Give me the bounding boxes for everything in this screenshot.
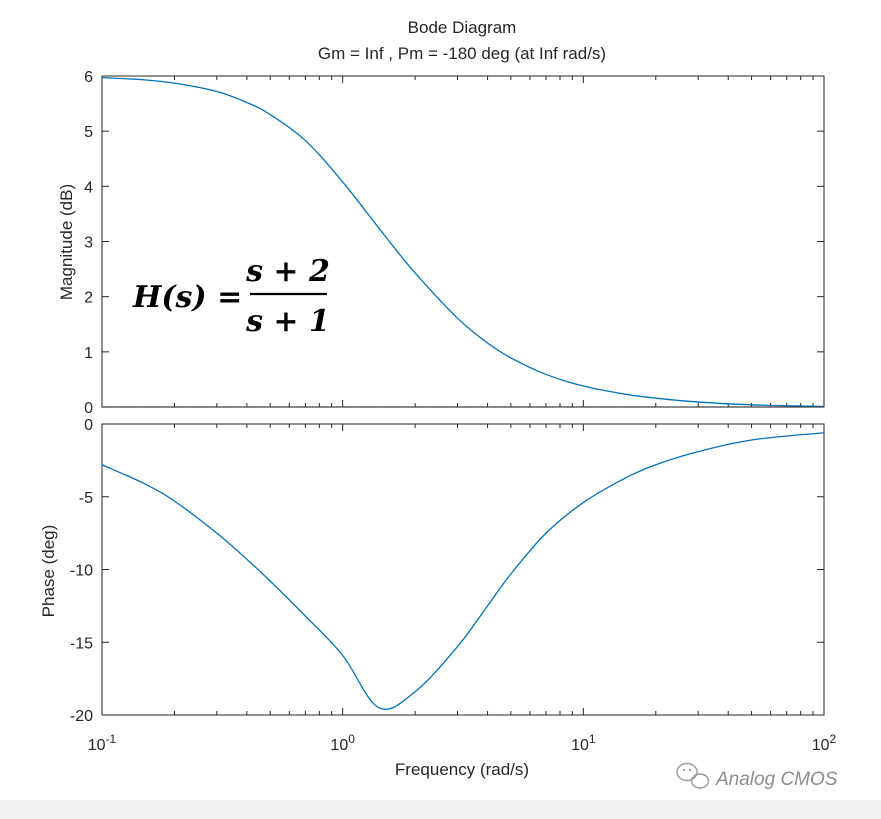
x-tick-label: 100	[330, 732, 355, 754]
phase-ticks	[101, 423, 825, 716]
magnitude-curve	[101, 77, 825, 408]
x-axis-label: Frequency (rad/s)	[395, 760, 529, 779]
y-tick-label: 3	[84, 235, 93, 252]
magnitude-ticks	[101, 75, 825, 408]
x-tick-label: 102	[812, 732, 837, 754]
magnitude-panel: 0 1 2 3 4 5 6	[84, 69, 825, 417]
y-tick-label: -10	[70, 563, 93, 580]
magnitude-ylabel: Magnitude (dB)	[57, 184, 76, 300]
phase-axes-box	[101, 423, 825, 716]
wechat-logo	[676, 762, 710, 789]
formula-lhs: H(s) =	[132, 280, 242, 315]
x-tick-labels: 10-1 100 101 102	[88, 732, 837, 754]
y-tick-label: 6	[84, 69, 93, 86]
phase-tick-labels: -20 -15 -10 -5 0	[70, 417, 93, 725]
y-tick-label: 0	[84, 417, 93, 434]
x-tick-label: 10-1	[88, 732, 117, 754]
y-tick-label: 2	[84, 290, 93, 307]
chart-title: Bode Diagram	[408, 18, 517, 37]
formula-denominator: s + 1	[245, 304, 330, 339]
transfer-function-formula: H(s) = s + 2 s + 1	[132, 254, 330, 339]
phase-panel: -20 -15 -10 -5 0	[70, 417, 825, 725]
y-tick-label: -5	[79, 490, 93, 507]
watermark-text: Analog CMOS	[715, 769, 838, 790]
y-tick-label: -20	[70, 708, 93, 725]
formula-numerator: s + 2	[245, 254, 330, 289]
chart-subtitle: Gm = Inf , Pm = -180 deg (at Inf rad/s)	[318, 44, 606, 63]
phase-curve	[101, 432, 825, 710]
magnitude-tick-labels: 0 1 2 3 4 5 6	[84, 69, 93, 417]
magnitude-axes-box	[101, 75, 825, 408]
y-tick-label: -15	[70, 635, 93, 652]
y-tick-label: 4	[84, 179, 93, 196]
x-tick-label: 101	[571, 732, 596, 754]
y-tick-label: 0	[84, 400, 93, 417]
watermark: Analog CMOS	[676, 762, 838, 790]
phase-ylabel: Phase (deg)	[39, 525, 58, 618]
y-tick-label: 1	[84, 345, 93, 362]
y-tick-label: 5	[84, 124, 93, 141]
